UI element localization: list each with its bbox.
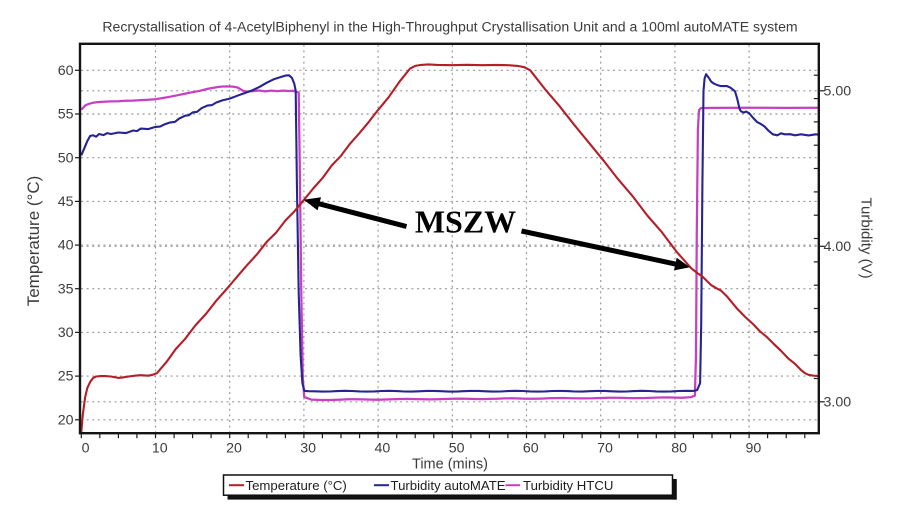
svg-text:20: 20 <box>226 441 242 457</box>
svg-text:Recrystallisation of 4-AcetylB: Recrystallisation of 4-AcetylBiphenyl in… <box>102 19 797 35</box>
svg-text:0: 0 <box>82 441 90 457</box>
svg-text:40: 40 <box>375 441 391 457</box>
svg-text:Turbidity autoMATE: Turbidity autoMATE <box>391 478 506 493</box>
svg-text:Temperature (°C): Temperature (°C) <box>24 176 43 307</box>
svg-text:60: 60 <box>58 63 74 79</box>
svg-text:50: 50 <box>449 441 465 457</box>
svg-text:MSZW: MSZW <box>415 204 516 240</box>
svg-text:60: 60 <box>523 441 539 457</box>
svg-text:Temperature (°C): Temperature (°C) <box>246 478 347 493</box>
svg-text:4.00: 4.00 <box>824 239 852 255</box>
svg-text:45: 45 <box>58 194 74 210</box>
svg-text:50: 50 <box>58 150 74 166</box>
svg-text:20: 20 <box>58 412 74 428</box>
svg-text:35: 35 <box>58 281 74 297</box>
svg-text:55: 55 <box>58 107 74 123</box>
svg-text:25: 25 <box>58 369 74 385</box>
svg-text:3.00: 3.00 <box>824 394 852 410</box>
svg-text:10: 10 <box>152 441 168 457</box>
svg-text:30: 30 <box>58 325 74 341</box>
svg-text:Turbidity HTCU: Turbidity HTCU <box>523 478 613 493</box>
svg-text:90: 90 <box>746 441 762 457</box>
svg-text:40: 40 <box>58 238 74 254</box>
svg-text:Turbidity (V): Turbidity (V) <box>858 197 875 278</box>
svg-text:5.00: 5.00 <box>824 83 852 99</box>
svg-text:Time (mins): Time (mins) <box>412 457 488 473</box>
svg-text:70: 70 <box>597 441 613 457</box>
svg-text:30: 30 <box>300 441 316 457</box>
svg-text:80: 80 <box>671 441 687 457</box>
